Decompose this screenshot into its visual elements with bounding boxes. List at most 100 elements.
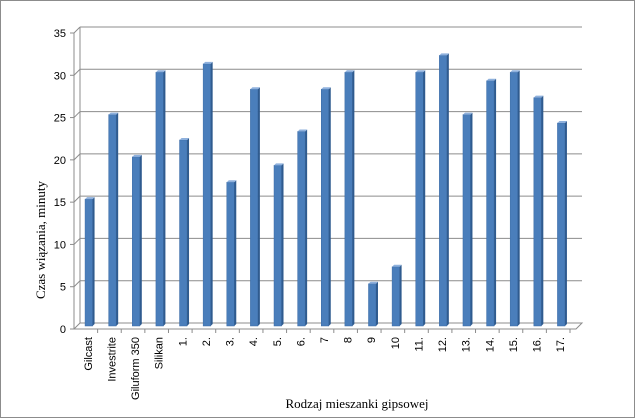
gridline-perspective (73, 68, 81, 76)
bar-side (375, 281, 378, 326)
bar-side (399, 264, 402, 326)
bar (557, 122, 566, 327)
bar-side (470, 112, 473, 326)
bar-top (486, 78, 497, 81)
y-tick-label: 25 (54, 113, 66, 125)
y-tick-label: 20 (54, 155, 66, 167)
bar (344, 72, 353, 327)
bar (439, 55, 448, 327)
bar-top (297, 129, 308, 132)
x-tick-label: Investrite (106, 337, 118, 382)
bar-top (392, 264, 402, 267)
bar-top (179, 137, 190, 140)
bar (108, 114, 117, 327)
bar-side (210, 61, 213, 326)
bar-top (250, 87, 260, 90)
bar-top (226, 180, 237, 183)
bar (84, 198, 93, 327)
y-tick-labels: 0 5 10 15 20 25 30 35 (54, 28, 66, 336)
gridline-perspective (73, 195, 81, 203)
bar-top (85, 197, 95, 200)
bar-side (494, 78, 497, 326)
x-tick-label: 11. (413, 337, 425, 351)
bar-side (352, 70, 355, 327)
bar (250, 88, 259, 327)
bars (84, 53, 567, 327)
bar-top (415, 70, 426, 73)
bar (415, 72, 424, 327)
bar-side (281, 163, 284, 326)
x-tick-label: 17. (555, 337, 567, 352)
bar-top (274, 163, 284, 166)
bar-side (234, 180, 237, 326)
bar-side (517, 70, 520, 327)
gridline-perspective (73, 280, 81, 288)
bar (132, 156, 141, 327)
bar-top (344, 70, 355, 73)
bar (273, 165, 282, 327)
bar-side (163, 70, 166, 327)
x-tick-label: 2. (201, 337, 213, 346)
bar (202, 63, 211, 327)
x-tick-label: Giluform 350 (130, 337, 142, 400)
x-tick-label: 14. (484, 337, 496, 352)
x-tick-label: 3. (225, 337, 237, 346)
bar (509, 72, 518, 327)
bar-side (446, 53, 449, 326)
bar-top (462, 112, 473, 115)
bar (533, 97, 542, 327)
x-tick-label: 16. (532, 337, 544, 352)
bar-side (305, 129, 308, 326)
y-axis-title: Czas wiązania, minuty (33, 180, 48, 299)
bar-side (564, 121, 567, 327)
bar (462, 114, 471, 327)
bar-side (139, 154, 142, 326)
x-tick-label: 8 (343, 337, 355, 343)
x-tick-labels: Gilcast Investrite Giluform 350 Silikan 1. 2.… (83, 337, 567, 400)
x-tick-label: 5. (272, 337, 284, 346)
bar (155, 72, 164, 327)
y-tick-label: 30 (54, 70, 66, 82)
bar (486, 80, 495, 327)
x-tick-label: 6. (295, 337, 307, 346)
x-tick-label: Silikan (154, 337, 166, 369)
bar (368, 283, 377, 327)
bar-top (132, 154, 142, 157)
bar-top (510, 70, 520, 73)
gridline-perspective (73, 153, 81, 161)
x-tick-label: 4. (248, 337, 260, 346)
bar-side (92, 197, 95, 326)
x-tick-label: 9 (366, 337, 378, 343)
bar-top (155, 70, 166, 73)
x-axis-title: Rodzaj mieszanki gipsowej (286, 396, 429, 411)
bar-top (368, 281, 378, 284)
bar-top (533, 95, 544, 98)
bar-side (257, 87, 260, 326)
gridline-perspective (73, 111, 81, 118)
bar-side (328, 87, 331, 326)
bar (226, 181, 235, 327)
y-tick-label: 35 (54, 28, 66, 40)
x-tick-label: 13. (461, 337, 473, 352)
bar-top (108, 112, 119, 115)
x-tick-label: 15. (508, 337, 520, 352)
bar-top (203, 61, 213, 64)
bar-side (541, 95, 544, 327)
y-tick-label: 15 (54, 197, 66, 209)
bar-top (439, 53, 449, 56)
bar-side (116, 112, 119, 326)
bar (321, 88, 329, 327)
bar-top (321, 87, 331, 90)
gridline-perspective (73, 26, 81, 34)
bar-side (187, 137, 190, 326)
bar-side (423, 70, 426, 327)
bar (297, 131, 306, 327)
y-tick-label: 0 (60, 324, 66, 336)
x-tick-label: 10 (390, 337, 402, 349)
bar-top (557, 121, 567, 124)
x-tick-label: Gilcast (83, 337, 95, 371)
x-tick-label: 12. (437, 337, 449, 352)
y-tick-label: 10 (54, 239, 66, 251)
x-tick-label: 7 (319, 337, 331, 343)
